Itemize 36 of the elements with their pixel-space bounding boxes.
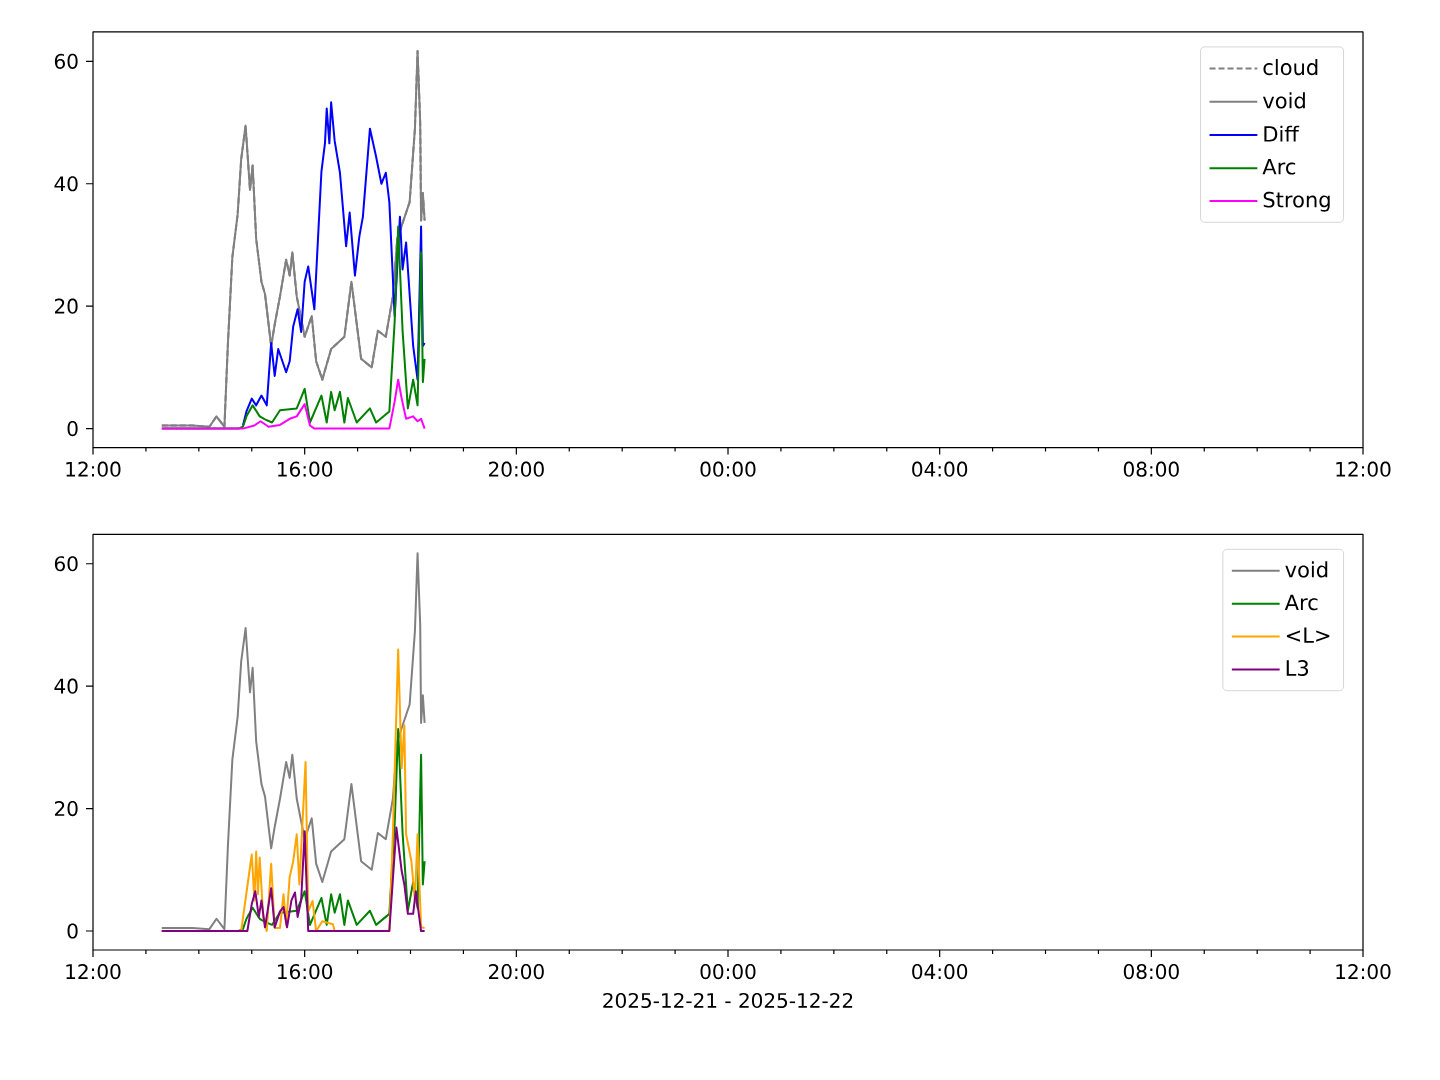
x-tick-label: 00:00 bbox=[700, 964, 756, 980]
legend-label: Diff bbox=[1264, 125, 1300, 142]
legend-label: Arc bbox=[1262, 158, 1296, 175]
legend-label: Arc bbox=[1284, 594, 1318, 611]
x-tick-label: 08:00 bbox=[1123, 461, 1179, 477]
x-tick-label: 12:00 bbox=[1336, 461, 1391, 477]
x-tick-label: 00:00 bbox=[700, 461, 756, 477]
line-series bbox=[160, 378, 426, 430]
y-tick-label: 60 bbox=[54, 556, 78, 572]
legend-label: void bbox=[1285, 561, 1328, 578]
x-tick-label: 16:00 bbox=[278, 461, 333, 477]
x-axis-title: 2025-12-21 - 2025-12-22 bbox=[603, 992, 853, 1009]
x-tick-label: 16:00 bbox=[278, 964, 333, 980]
legend-label: cloud bbox=[1263, 58, 1318, 76]
x-tick-label: 04:00 bbox=[912, 461, 968, 477]
legend-label: <L> bbox=[1286, 627, 1330, 643]
x-tick-label: 20:00 bbox=[489, 964, 544, 980]
y-tick-label: 0 bbox=[67, 923, 78, 939]
x-tick-label: 08:00 bbox=[1123, 964, 1179, 980]
x-tick-label: 04:00 bbox=[912, 964, 968, 980]
line-series bbox=[241, 101, 426, 427]
x-tick-label: 12:00 bbox=[66, 461, 121, 477]
y-tick-label: 40 bbox=[54, 176, 78, 192]
legend-label: Strong bbox=[1263, 191, 1330, 212]
x-tick-label: 12:00 bbox=[1336, 964, 1391, 980]
line-series bbox=[160, 826, 426, 933]
y-tick-label: 60 bbox=[54, 53, 78, 69]
y-tick-label: 40 bbox=[54, 678, 78, 694]
y-tick-label: 20 bbox=[54, 298, 78, 314]
y-tick-label: 0 bbox=[67, 421, 78, 437]
legend-label: void bbox=[1262, 92, 1305, 109]
x-tick-label: 20:00 bbox=[489, 461, 544, 477]
y-tick-label: 20 bbox=[54, 801, 78, 817]
x-tick-label: 12:00 bbox=[66, 964, 121, 980]
legend-label: L3 bbox=[1286, 660, 1309, 676]
line-series bbox=[160, 552, 426, 931]
